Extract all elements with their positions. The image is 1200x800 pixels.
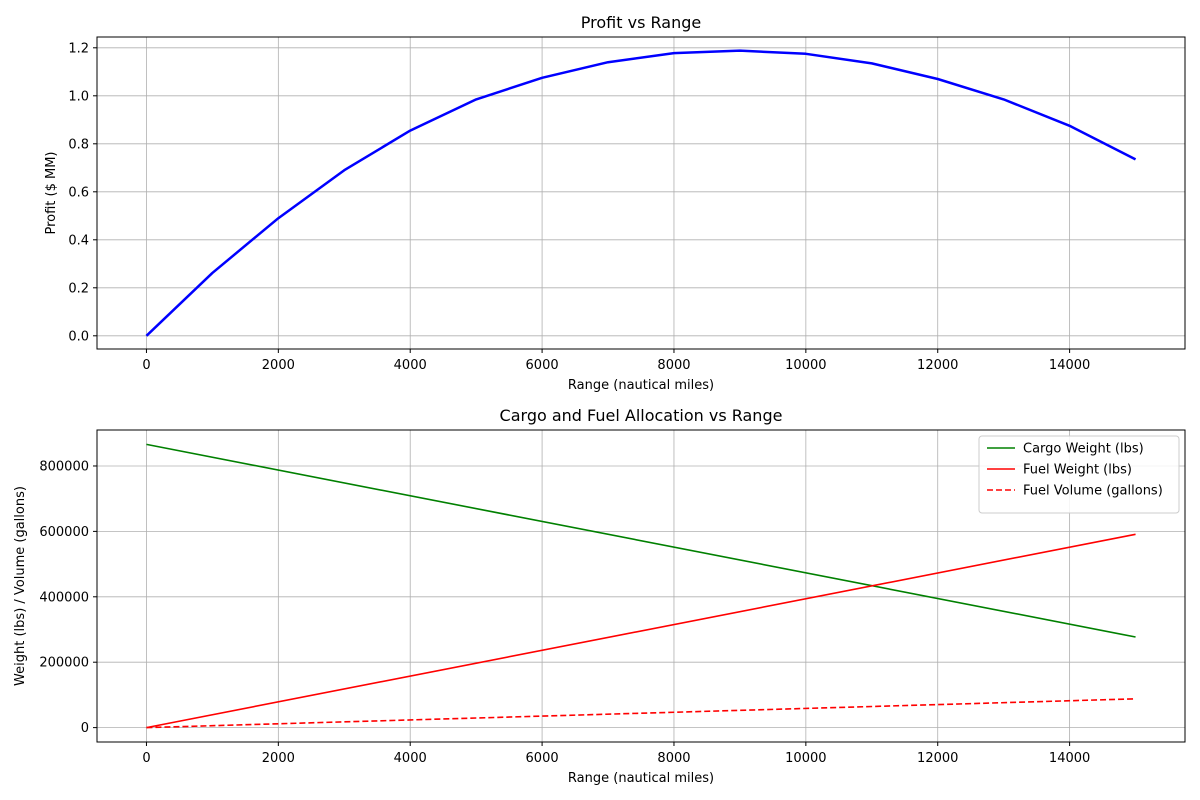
x-tick-label: 0 (142, 358, 150, 373)
x-tick-label: 6000 (526, 751, 559, 766)
y-tick-label: 0.4 (68, 233, 89, 248)
x-tick-label: 14000 (1049, 751, 1090, 766)
axes-frame (96, 429, 1186, 743)
chart-title: Profit vs Range (581, 13, 701, 32)
legend-label-0: Cargo Weight (lbs) (1023, 442, 1144, 457)
y-axis-label: Profit ($ MM) (44, 151, 59, 234)
legend-box (978, 435, 1180, 514)
x-tick-label: 4000 (394, 358, 427, 373)
x-tick-label: 8000 (657, 751, 690, 766)
y-tick-label: 1.0 (68, 89, 89, 104)
y-tick-label: 0.6 (68, 185, 89, 200)
y-tick-label: 0 (81, 721, 89, 736)
series-line-2 (146, 698, 1136, 729)
x-axis-label: Range (nautical miles) (568, 378, 714, 393)
y-tick-label: 1.2 (68, 41, 89, 56)
legend-label-2: Fuel Volume (gallons) (1023, 484, 1163, 499)
profit-chart: 0 2000 4000 6000 8000 10000 12000 14000 0.0 0.2 0.… (44, 13, 1186, 393)
series-line-0 (146, 443, 1136, 638)
y-tick-label: 0.8 (68, 137, 89, 152)
x-axis-label: Range (nautical miles) (568, 771, 714, 786)
y-axis-label: Weight (lbs) / Volume (gallons) (13, 486, 28, 686)
x-tick-label: 2000 (262, 358, 295, 373)
axes-frame (96, 36, 1186, 350)
y-tick-label: 800000 (39, 459, 89, 474)
y-tick-label: 200000 (39, 656, 89, 671)
x-tick-label: 14000 (1049, 358, 1090, 373)
series-line-0 (145, 49, 1137, 337)
x-tick-label: 8000 (657, 358, 690, 373)
legend: Cargo Weight (lbs) Fuel Weight (lbs) Fuel … (978, 435, 1180, 514)
x-tick-label: 4000 (394, 751, 427, 766)
series-line-1 (146, 533, 1136, 729)
x-tick-label: 2000 (262, 751, 295, 766)
y-tick-label: 400000 (39, 590, 89, 605)
x-tick-label: 10000 (785, 358, 826, 373)
chart-title: Cargo and Fuel Allocation vs Range (500, 406, 783, 425)
y-tick-label: 600000 (39, 525, 89, 540)
x-tick-label: 0 (142, 751, 150, 766)
y-tick-label: 0.2 (68, 281, 89, 296)
y-tick-label: 0.0 (68, 329, 89, 344)
x-tick-label: 10000 (785, 751, 826, 766)
x-tick-label: 6000 (526, 358, 559, 373)
legend-label-1: Fuel Weight (lbs) (1023, 463, 1132, 478)
x-tick-label: 12000 (917, 358, 958, 373)
allocation-chart: 0 2000 4000 6000 8000 10000 12000 14000 0 200000 4… (13, 406, 1186, 786)
x-tick-label: 12000 (917, 751, 958, 766)
